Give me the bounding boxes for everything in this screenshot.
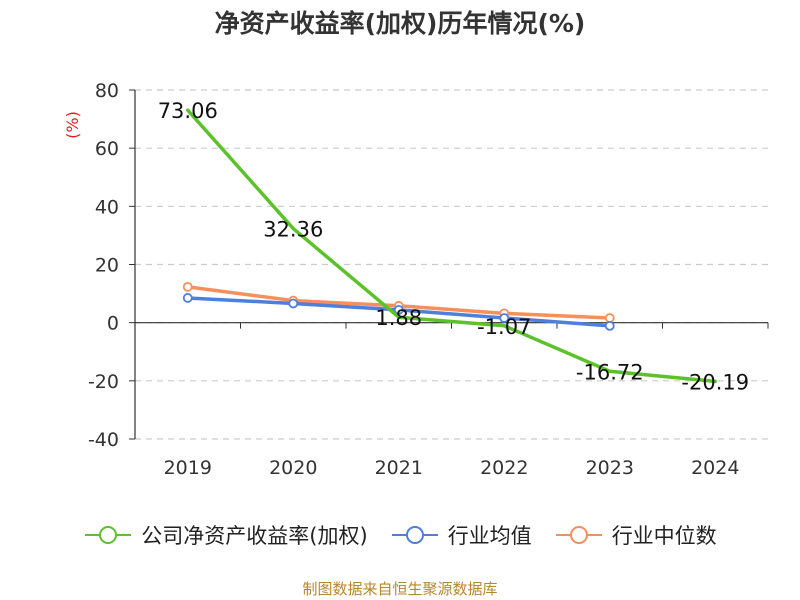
data-label: -1.07: [477, 315, 531, 339]
y-axis-label: (%): [63, 111, 82, 139]
data-label: -16.72: [576, 360, 644, 384]
data-label: 73.06: [158, 99, 218, 123]
data-point: [393, 304, 404, 315]
legend-item-industry-median[interactable]: 行业中位数: [554, 520, 717, 550]
data-point: [182, 281, 193, 292]
legend-label: 公司净资产收益率(加权): [141, 524, 368, 548]
x-tick-label: 2021: [375, 457, 423, 479]
legend-line-icon: [85, 526, 132, 544]
x-tick-label: 2024: [691, 457, 739, 479]
legend-line-icon: [555, 526, 602, 544]
x-tick-label: 2020: [269, 457, 317, 479]
y-tick-label: 40: [95, 196, 119, 218]
x-tick-label: 2019: [164, 457, 212, 479]
data-point: [182, 293, 193, 303]
series-line: [186, 108, 717, 384]
legend-item-industry-mean[interactable]: 行业均值: [390, 520, 532, 550]
legend-marker: [405, 526, 424, 544]
source-note: 制图数据来自恒生聚源数据库: [302, 580, 498, 598]
data-point: [604, 320, 615, 331]
legend-marker: [569, 526, 588, 544]
data-point: [288, 298, 299, 309]
line-chart: 80 60 40 20 0 -20 -40 2019 2020 2021 2022 2023 2024 (…: [63, 80, 769, 479]
legend-line-icon: [391, 526, 438, 544]
y-tick-label: 20: [95, 255, 119, 277]
data-label: -20.19: [681, 370, 749, 394]
y-tick-label: 80: [95, 80, 119, 102]
data-point: [604, 313, 615, 323]
x-tick-label: 2022: [480, 457, 528, 479]
legend: 公司净资产收益率(加权) 行业均值 行业中位数: [0, 520, 800, 550]
legend-marker: [99, 526, 118, 544]
y-tick-label: -40: [88, 429, 119, 451]
y-tick-label: 60: [95, 138, 119, 160]
data-label: 32.36: [263, 218, 323, 242]
data-label: 1.88: [375, 306, 422, 330]
legend-label: 行业均值: [447, 524, 532, 548]
chart-title: 净资产收益率(加权)历年情况(%): [214, 9, 586, 38]
y-tick-label: -20: [88, 371, 119, 393]
x-tick-label: 2023: [586, 457, 634, 479]
legend-label: 行业中位数: [611, 524, 717, 548]
y-tick-label: 0: [107, 313, 119, 335]
legend-item-company[interactable]: 公司净资产收益率(加权): [83, 520, 368, 550]
data-point: [499, 313, 510, 323]
